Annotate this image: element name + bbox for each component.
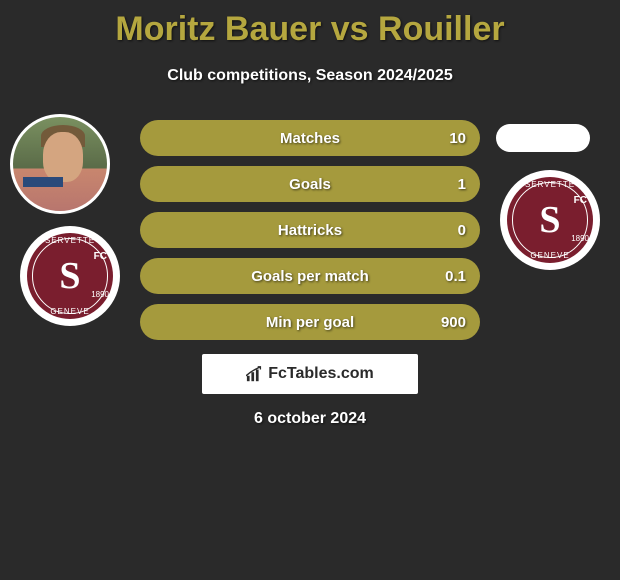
servette-ring-r (512, 182, 588, 258)
stat-value-right: 900 (441, 314, 466, 331)
servette-ring (32, 238, 108, 314)
servette-year-r: 1890 (571, 234, 589, 243)
fctables-attribution[interactable]: FcTables.com (202, 354, 418, 394)
player-right-avatar (496, 124, 590, 152)
servette-year: 1890 (91, 290, 109, 299)
stat-bar-min-per-goal: Min per goal 900 (140, 304, 480, 340)
stat-label: Matches (140, 130, 480, 147)
servette-badge-outer: SERVETTE S FC 1890 GENEVE (20, 226, 120, 326)
stat-value-right: 0 (458, 222, 466, 239)
date-text: 6 october 2024 (0, 410, 620, 428)
stat-label: Goals (140, 176, 480, 193)
servette-badge-inner: SERVETTE S FC 1890 GENEVE (27, 233, 113, 319)
page-title: Moritz Bauer vs Rouiller (0, 0, 620, 49)
stat-label: Min per goal (140, 314, 480, 331)
avatar-nametag (23, 177, 63, 187)
player-left-team-badge: SERVETTE S FC 1890 GENEVE (20, 226, 120, 326)
fctables-text: FcTables.com (268, 365, 374, 383)
servette-badge-inner-r: SERVETTE S FC 1890 GENEVE (507, 177, 593, 263)
servette-text-top-r: SERVETTE (507, 180, 593, 189)
avatar-face (43, 132, 83, 182)
player-left-avatar (10, 114, 110, 214)
stat-bar-goals-per-match: Goals per match 0.1 (140, 258, 480, 294)
stats-container: Matches 10 Goals 1 Hattricks 0 Goals per… (140, 120, 480, 350)
stat-bar-matches: Matches 10 (140, 120, 480, 156)
stat-label: Hattricks (140, 222, 480, 239)
servette-fc-r: FC (574, 195, 587, 206)
stat-value-right: 1 (458, 176, 466, 193)
servette-badge-outer-r: SERVETTE S FC 1890 GENEVE (500, 170, 600, 270)
chart-icon (246, 366, 264, 382)
player-right-team-badge: SERVETTE S FC 1890 GENEVE (500, 170, 600, 270)
servette-fc: FC (94, 251, 107, 262)
servette-text-bottom-r: GENEVE (507, 251, 593, 260)
stat-bar-goals: Goals 1 (140, 166, 480, 202)
servette-text-top: SERVETTE (27, 236, 113, 245)
servette-text-bottom: GENEVE (27, 307, 113, 316)
subtitle: Club competitions, Season 2024/2025 (0, 67, 620, 85)
stat-label: Goals per match (140, 268, 480, 285)
stat-value-right: 0.1 (445, 268, 466, 285)
stat-bar-hattricks: Hattricks 0 (140, 212, 480, 248)
stat-value-right: 10 (449, 130, 466, 147)
